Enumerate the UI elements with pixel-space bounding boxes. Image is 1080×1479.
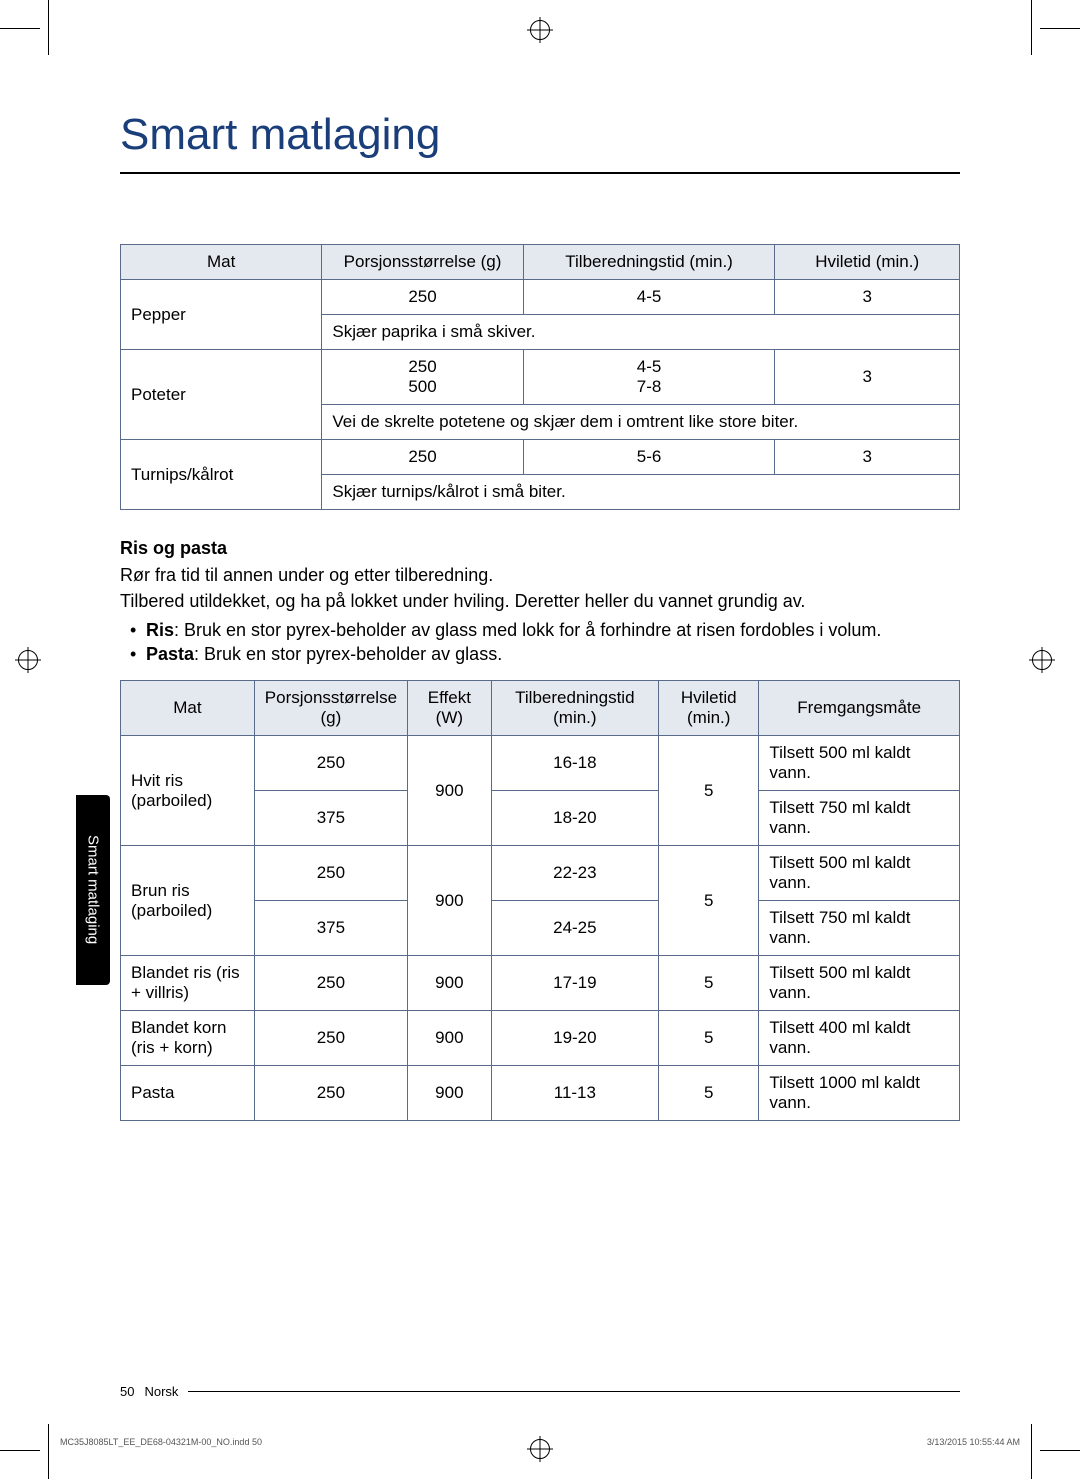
section-heading: Ris og pasta bbox=[120, 538, 960, 559]
cell: 24-25 bbox=[491, 901, 658, 956]
cell: 5 bbox=[659, 736, 759, 846]
table-row: Pepper 250 4-5 3 bbox=[121, 280, 960, 315]
t2-h5: Fremgangsmåte bbox=[759, 681, 960, 736]
cell: 250 500 bbox=[322, 350, 523, 405]
table-row: Brun ris (parboiled) 250 900 22-23 5 Til… bbox=[121, 846, 960, 901]
registration-mark bbox=[18, 650, 38, 670]
page-number: 50 bbox=[120, 1384, 134, 1399]
page-content: Smart matlaging Mat Porsjonsstørrelse (g… bbox=[120, 110, 960, 1121]
cell: 16-18 bbox=[491, 736, 658, 791]
cell: 900 bbox=[408, 1066, 492, 1121]
cell: 22-23 bbox=[491, 846, 658, 901]
cell-mat: Pasta bbox=[121, 1066, 255, 1121]
cell: 18-20 bbox=[491, 791, 658, 846]
cell: 11-13 bbox=[491, 1066, 658, 1121]
cell-mat: Turnips/kålrot bbox=[121, 440, 322, 510]
cell-mat: Blandet korn (ris + korn) bbox=[121, 1011, 255, 1066]
t2-h4: Hviletid (min.) bbox=[659, 681, 759, 736]
footer-lang: Norsk bbox=[144, 1384, 178, 1399]
bullet-list: Ris: Bruk en stor pyrex-beholder av glas… bbox=[120, 618, 960, 667]
cell: 5-6 bbox=[523, 440, 775, 475]
cell: Tilsett 500 ml kaldt vann. bbox=[759, 736, 960, 791]
para: Rør fra tid til annen under og etter til… bbox=[120, 563, 960, 587]
cell: Tilsett 750 ml kaldt vann. bbox=[759, 791, 960, 846]
cell: Tilsett 500 ml kaldt vann. bbox=[759, 956, 960, 1011]
cell: 5 bbox=[659, 1011, 759, 1066]
cell: 375 bbox=[254, 791, 407, 846]
cell: 900 bbox=[408, 736, 492, 846]
list-item: Pasta: Bruk en stor pyrex-beholder av gl… bbox=[134, 642, 960, 666]
cell: 3 bbox=[775, 350, 960, 405]
registration-mark bbox=[530, 20, 550, 40]
footline-file: MC35J8085LT_EE_DE68-04321M-00_NO.indd 50 bbox=[60, 1437, 262, 1447]
print-footline: MC35J8085LT_EE_DE68-04321M-00_NO.indd 50… bbox=[60, 1437, 1020, 1447]
cell: Tilsett 400 ml kaldt vann. bbox=[759, 1011, 960, 1066]
cell-mat: Brun ris (parboiled) bbox=[121, 846, 255, 956]
page-title: Smart matlaging bbox=[120, 110, 960, 174]
cell: 17-19 bbox=[491, 956, 658, 1011]
cell: 900 bbox=[408, 1011, 492, 1066]
footer-rule bbox=[188, 1391, 960, 1392]
cell: Tilsett 500 ml kaldt vann. bbox=[759, 846, 960, 901]
registration-mark bbox=[1032, 650, 1052, 670]
cell: 250 bbox=[254, 1066, 407, 1121]
cell-mat: Pepper bbox=[121, 280, 322, 350]
cell: 4-5 7-8 bbox=[523, 350, 775, 405]
cell-mat: Blandet ris (ris + villris) bbox=[121, 956, 255, 1011]
cell-note: Skjær paprika i små skiver. bbox=[322, 315, 960, 350]
cell: 900 bbox=[408, 956, 492, 1011]
cell: 250 bbox=[254, 846, 407, 901]
t1-h3: Hviletid (min.) bbox=[775, 245, 960, 280]
table-row: Turnips/kålrot 250 5-6 3 bbox=[121, 440, 960, 475]
cell: 19-20 bbox=[491, 1011, 658, 1066]
t2-h3: Tilberedningstid (min.) bbox=[491, 681, 658, 736]
cell: 5 bbox=[659, 1066, 759, 1121]
cell-note: Skjær turnips/kålrot i små biter. bbox=[322, 475, 960, 510]
t1-h0: Mat bbox=[121, 245, 322, 280]
rice-pasta-table: Mat Porsjonsstørrelse (g) Effekt (W) Til… bbox=[120, 680, 960, 1121]
para: Tilbered utildekket, og ha på lokket und… bbox=[120, 589, 960, 613]
cell: 5 bbox=[659, 956, 759, 1011]
cell: 250 bbox=[254, 1011, 407, 1066]
footline-date: 3/13/2015 10:55:44 AM bbox=[927, 1437, 1020, 1447]
cell-note: Vei de skrelte potetene og skjær dem i o… bbox=[322, 405, 960, 440]
cell: 4-5 bbox=[523, 280, 775, 315]
cell: 250 bbox=[322, 280, 523, 315]
vegetable-table: Mat Porsjonsstørrelse (g) Tilberedningst… bbox=[120, 244, 960, 510]
list-item: Ris: Bruk en stor pyrex-beholder av glas… bbox=[134, 618, 960, 642]
t2-h0: Mat bbox=[121, 681, 255, 736]
cell: 5 bbox=[659, 846, 759, 956]
t1-h2: Tilberedningstid (min.) bbox=[523, 245, 775, 280]
cell: 3 bbox=[775, 280, 960, 315]
page-footer: 50 Norsk bbox=[120, 1384, 960, 1399]
table-row: Blandet ris (ris + villris) 250 900 17-1… bbox=[121, 956, 960, 1011]
cell-mat: Poteter bbox=[121, 350, 322, 440]
cell: Tilsett 750 ml kaldt vann. bbox=[759, 901, 960, 956]
t2-h2: Effekt (W) bbox=[408, 681, 492, 736]
cell: 250 bbox=[254, 956, 407, 1011]
side-tab: Smart matlaging bbox=[76, 795, 110, 985]
table-row: Blandet korn (ris + korn) 250 900 19-20 … bbox=[121, 1011, 960, 1066]
cell: 3 bbox=[775, 440, 960, 475]
t2-h1: Porsjonsstørrelse (g) bbox=[254, 681, 407, 736]
table-row: Poteter 250 500 4-5 7-8 3 bbox=[121, 350, 960, 405]
cell-mat: Hvit ris (parboiled) bbox=[121, 736, 255, 846]
cell: Tilsett 1000 ml kaldt vann. bbox=[759, 1066, 960, 1121]
cell: 250 bbox=[322, 440, 523, 475]
cell: 375 bbox=[254, 901, 407, 956]
cell: 250 bbox=[254, 736, 407, 791]
table-row: Pasta 250 900 11-13 5 Tilsett 1000 ml ka… bbox=[121, 1066, 960, 1121]
t1-h1: Porsjonsstørrelse (g) bbox=[322, 245, 523, 280]
cell: 900 bbox=[408, 846, 492, 956]
table-row: Hvit ris (parboiled) 250 900 16-18 5 Til… bbox=[121, 736, 960, 791]
